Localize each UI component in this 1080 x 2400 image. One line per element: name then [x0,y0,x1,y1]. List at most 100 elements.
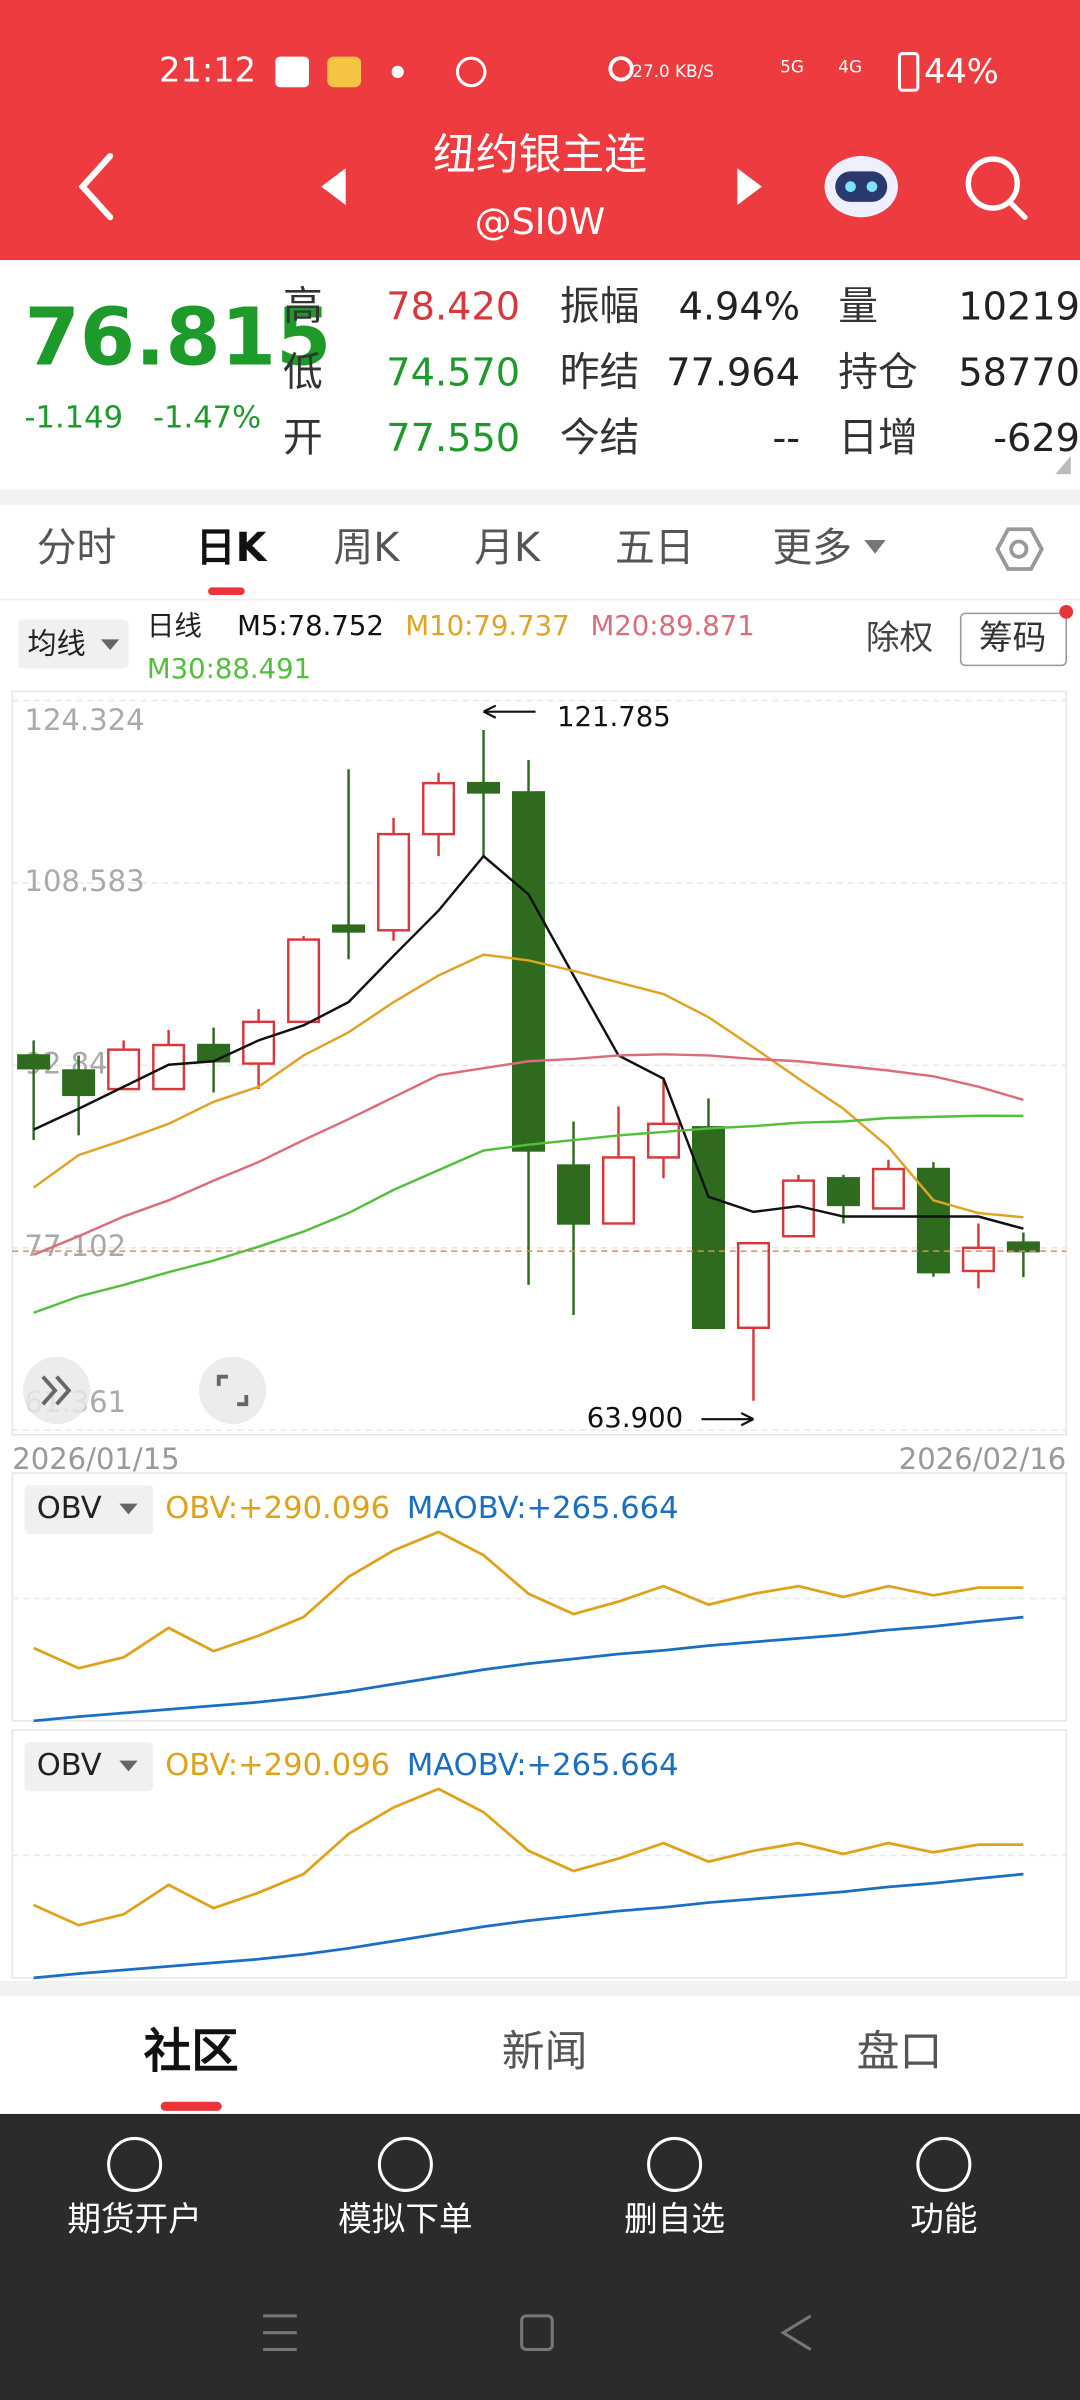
candle-body [467,781,501,794]
high-arrow [483,704,536,719]
collapse-button[interactable] [22,1356,91,1425]
chips-button[interactable] [959,612,1067,667]
status-time: 21:12 [159,50,256,89]
stat-value: -- [772,417,800,461]
toolbar-label[interactable]: 模拟下单 [338,2200,473,2239]
toolbar-label[interactable]: 期货开户 [67,2200,202,2239]
indicator-selector[interactable] [24,1485,153,1535]
bottom-tab[interactable]: 新闻 [502,2027,588,2077]
y-tick-label: 77.102 [24,1229,126,1263]
dropdown-arrow [119,1760,138,1772]
stat-value: 77.550 [386,417,520,461]
stat-value: 4.94% [679,285,800,329]
tab[interactable]: 月K [474,525,541,571]
stat-label: 振幅 [560,283,640,329]
stat-value: -629 [993,417,1080,461]
search-button[interactable] [965,156,1028,220]
stat-label: 昨结 [560,349,640,395]
dropdown-arrow [864,539,886,554]
nav-back[interactable] [780,2314,812,2351]
separator [0,489,1080,505]
candle-body [961,1246,995,1273]
location-icon [608,56,634,82]
settings-button[interactable] [995,527,1044,571]
y-tick-label: 124.324 [24,703,144,737]
back-button[interactable] [78,152,114,221]
ma-legend: M30:88.491 [147,653,311,685]
alarm-icon [455,56,487,88]
low-arrow [701,1412,754,1427]
ma-selector[interactable]: 均线 [18,619,129,669]
robot-button[interactable] [824,156,898,218]
tab[interactable]: 分时 [37,525,117,571]
kline-chart: 61.36177.10292.843108.583124.324121.7856… [12,699,1066,1476]
indicator-legend: MAOBV:+265.664 [407,1748,679,1783]
badge [1059,604,1074,619]
ma-line [33,1053,1024,1256]
high-label: 121.785 [557,701,671,733]
indicator-legend: OBV:+290.096 [165,1748,390,1783]
bottom-tab[interactable]: 社区 [144,2024,239,2079]
battery-icon [897,52,920,92]
stat-label: 高 [283,283,323,329]
y-tick-label: 108.583 [24,864,144,898]
tab[interactable]: 日K [196,525,269,571]
period-label: 日线 [147,610,202,642]
tabs: 分时 日K 周K 月K 五日 更多 [37,525,886,596]
toolbar-label[interactable]: 功能 [910,2200,977,2239]
candle-body [601,1156,636,1225]
tab[interactable]: 更多 [773,525,853,571]
toolbar-bg [0,2113,1080,2400]
ma-legend: M5:78.752 [237,610,384,642]
toolbar-icon[interactable] [107,2136,163,2192]
candle-body [556,1164,591,1225]
nav-home[interactable] [520,2314,554,2352]
tab[interactable]: 五日 [615,525,695,571]
x-tick-label: 2026/01/15 [12,1442,179,1476]
ma-selector-label: 均线 [28,627,86,661]
dropdown-arrow [119,1503,138,1515]
tab[interactable]: 周K [333,525,400,571]
app-icon [327,56,362,88]
indicator-line [33,1530,1024,1670]
toolbar-icon[interactable] [916,2136,972,2192]
subtitle: @SI0W [475,200,605,243]
ma-legend: M10:79.737 [405,610,569,642]
header-bg [0,0,1080,261]
indicator-line [33,1872,1024,1980]
candle-body [826,1177,860,1207]
candle-body [916,1167,950,1274]
tab-indicator [208,587,245,596]
next-button[interactable] [737,168,762,205]
candle-body [646,1122,681,1159]
stat-value: 74.570 [386,351,520,395]
dot-icon [391,65,404,79]
candle-body [512,791,546,1152]
nav-menu[interactable] [263,2314,297,2352]
bottom-tab[interactable]: 盘口 [857,2027,943,2077]
stat-value: 10219 [958,285,1080,329]
title: 纽约银主连 [433,130,647,180]
x-tick-label: 2026/02/16 [899,1442,1066,1476]
prev-button[interactable] [321,168,346,205]
indicator-selector[interactable] [24,1742,153,1792]
bottom-tabs: 社区 新闻 盘口 [144,2024,943,2111]
toolbar-icon[interactable] [647,2136,703,2192]
stat-label: 量 [838,283,878,329]
toolbar-label[interactable]: 删自选 [624,2200,725,2239]
net-speed: 27.0 KB/S [632,61,714,81]
indicator-line [33,1787,1024,1927]
ma-legend: M20:89.871 [590,610,754,642]
indicator-legend: OBV:+290.096 [165,1491,390,1526]
candle-body [242,1020,276,1065]
last-price: 76.815 [24,291,331,384]
toolbar-icon[interactable] [377,2136,433,2192]
indicator-selector-label: OBV [37,1491,102,1526]
fullscreen-button[interactable] [198,1356,267,1425]
price-change-pct: -1.47% [153,401,261,436]
ex-rights-button[interactable]: 除权 [866,618,933,657]
candle-body [197,1043,231,1063]
stat-label: 日增 [838,415,918,461]
low-label: 63.900 [587,1402,683,1434]
